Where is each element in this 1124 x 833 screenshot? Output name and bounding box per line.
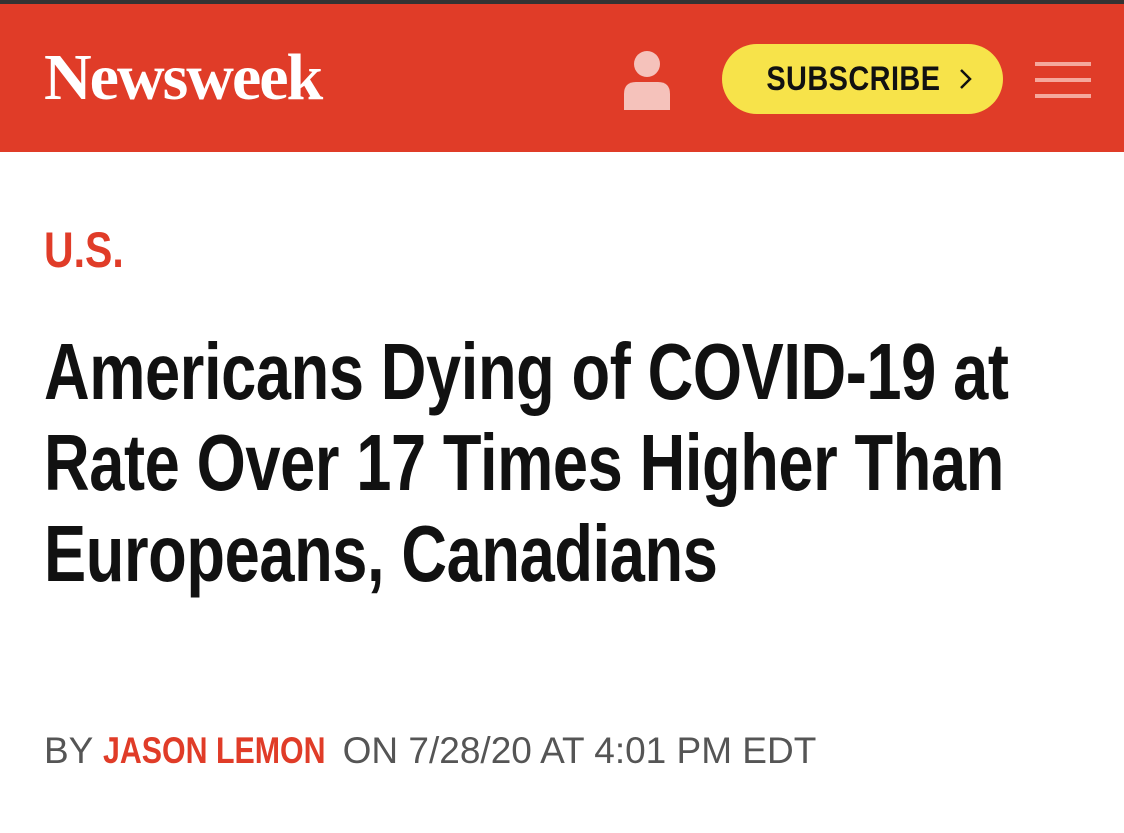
subscribe-label: SUBSCRIBE: [766, 59, 941, 98]
byline: BY JASON LEMON ON 7/28/20 AT 4:01 PM EDT: [44, 728, 816, 774]
site-header: Newsweek SUBSCRIBE: [0, 4, 1124, 152]
top-border: [0, 0, 1124, 4]
subscribe-button[interactable]: SUBSCRIBE: [722, 44, 1003, 114]
menu-icon[interactable]: [1035, 60, 1091, 100]
headline: Americans Dying of COVID-19 at Rate Over…: [44, 327, 1009, 598]
user-icon[interactable]: [622, 48, 672, 110]
headline-container: Americans Dying of COVID-19 at Rate Over…: [44, 326, 1055, 599]
chevron-icon: [959, 69, 972, 89]
category-link[interactable]: U.S.: [44, 222, 124, 278]
byline-prefix: BY: [44, 730, 93, 771]
byline-date: ON 7/28/20 AT 4:01 PM EDT: [342, 730, 817, 771]
author-link[interactable]: JASON LEMON: [102, 730, 326, 771]
logo[interactable]: Newsweek: [44, 41, 323, 114]
